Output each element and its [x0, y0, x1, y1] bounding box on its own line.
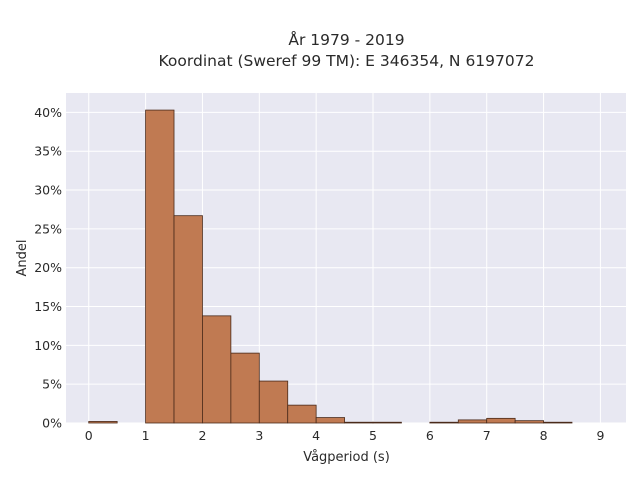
histogram-bar — [202, 315, 232, 424]
x-tick-label: 3 — [255, 428, 263, 443]
x-tick-label: 7 — [483, 428, 491, 443]
y-tick-label: 0% — [42, 416, 62, 431]
x-tick-label: 9 — [596, 428, 604, 443]
histogram-bar — [344, 421, 374, 424]
x-tick-label: 2 — [198, 428, 206, 443]
histogram-bar — [486, 417, 516, 424]
histogram-bar — [543, 421, 573, 424]
histogram-bar — [514, 420, 544, 424]
y-tick-label: 25% — [34, 221, 62, 236]
histogram-bar — [429, 421, 459, 424]
y-tick-label: 15% — [34, 299, 62, 314]
histogram-bar — [372, 421, 402, 424]
x-axis-ticks: 0 1 2 3 4 5 6 7 8 9 — [85, 428, 605, 443]
bars — [88, 109, 573, 424]
x-tick-label: 8 — [540, 428, 548, 443]
x-tick-label: 0 — [85, 428, 93, 443]
histogram-bar — [315, 417, 345, 424]
histogram-bar — [457, 419, 488, 424]
histogram-bar — [287, 404, 317, 424]
chart-title-line1: År 1979 - 2019 — [288, 30, 404, 49]
histogram-bar — [173, 215, 203, 424]
x-tick-label: 1 — [142, 428, 150, 443]
chart-title-line2: Koordinat (Sweref 99 TM): E 346354, N 61… — [159, 52, 535, 70]
y-tick-label: 40% — [34, 105, 62, 120]
histogram-bar — [230, 352, 260, 424]
y-axis-ticks: 0% 5% 10% 15% 20% 25% 30% 35% 40% — [34, 105, 62, 431]
y-tick-label: 20% — [34, 260, 62, 275]
x-tick-label: 4 — [312, 428, 320, 443]
x-tick-label: 6 — [426, 428, 434, 443]
x-tick-label: 5 — [369, 428, 377, 443]
histogram-bar — [258, 380, 289, 424]
histogram-bar — [145, 109, 175, 424]
y-tick-label: 30% — [34, 183, 62, 198]
y-tick-label: 5% — [42, 377, 62, 392]
histogram-bar — [88, 421, 118, 424]
x-axis-label: Vågperiod (s) — [303, 450, 390, 465]
y-axis-label: Andel — [15, 240, 30, 277]
y-tick-label: 10% — [34, 338, 62, 353]
y-tick-label: 35% — [34, 144, 62, 159]
